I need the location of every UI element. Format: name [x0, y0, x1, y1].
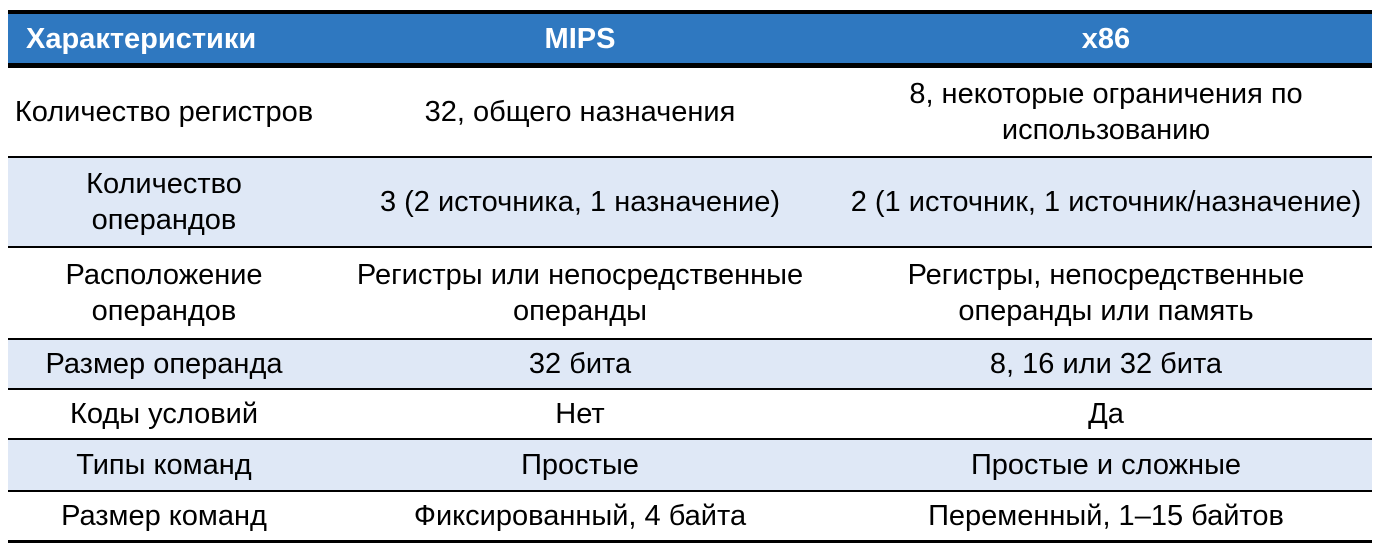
table-cell: Количество операндов — [86, 168, 242, 236]
table-cell: 8, некоторые ограничения по использовани… — [909, 78, 1303, 146]
table-row: Количество операндов 3 (2 источника, 1 н… — [8, 158, 1372, 248]
table-row: Размер операнда 32 бита 8, 16 или 32 бит… — [8, 340, 1372, 390]
table-header-row: Характеристики MIPS x86 — [8, 14, 1372, 68]
table-cell: Коды условий — [69, 398, 259, 430]
table-cell: Простые и сложные — [970, 449, 1242, 481]
table-row: Расположение операндов Регистры или непо… — [8, 248, 1372, 340]
table-cell: Размер команд — [61, 500, 267, 532]
table-row: Размер команд Фиксированный, 4 байта Пер… — [8, 492, 1372, 543]
table-cell: 32, общего назначения — [424, 96, 736, 128]
table-cell: 3 (2 источника, 1 назначение) — [379, 186, 781, 218]
table-cell: 2 (1 источник, 1 источник/назначение) — [850, 186, 1362, 218]
table-cell: Да — [1088, 398, 1124, 430]
table-cell: Переменный, 1–15 байтов — [928, 500, 1284, 532]
header-cell: x86 — [1081, 22, 1131, 55]
table-row: Коды условий Нет Да — [8, 390, 1372, 440]
table-cell: Расположение операндов — [65, 259, 263, 327]
comparison-table: Характеристики MIPS x86 Количество регис… — [8, 10, 1372, 543]
table-row: Типы команд Простые Простые и сложные — [8, 440, 1372, 492]
header-cell: Характеристики — [26, 22, 257, 55]
table-cell: 8, 16 или 32 бита — [989, 348, 1223, 380]
table-cell: Фиксированный, 4 байта — [413, 500, 747, 532]
table-cell: Простые — [521, 449, 639, 481]
table-cell: Регистры, непосредственные операнды или … — [907, 259, 1305, 327]
table-cell: Типы команд — [76, 449, 252, 481]
table-cell: Количество регистров — [14, 96, 314, 128]
table-row: Количество регистров 32, общего назначен… — [8, 68, 1372, 158]
table-cell: 32 бита — [528, 348, 632, 380]
header-cell: MIPS — [544, 22, 616, 55]
table-cell: Нет — [555, 398, 605, 430]
table-cell: Регистры или непосредственные операнды — [356, 259, 804, 327]
table-cell: Размер операнда — [45, 348, 283, 380]
